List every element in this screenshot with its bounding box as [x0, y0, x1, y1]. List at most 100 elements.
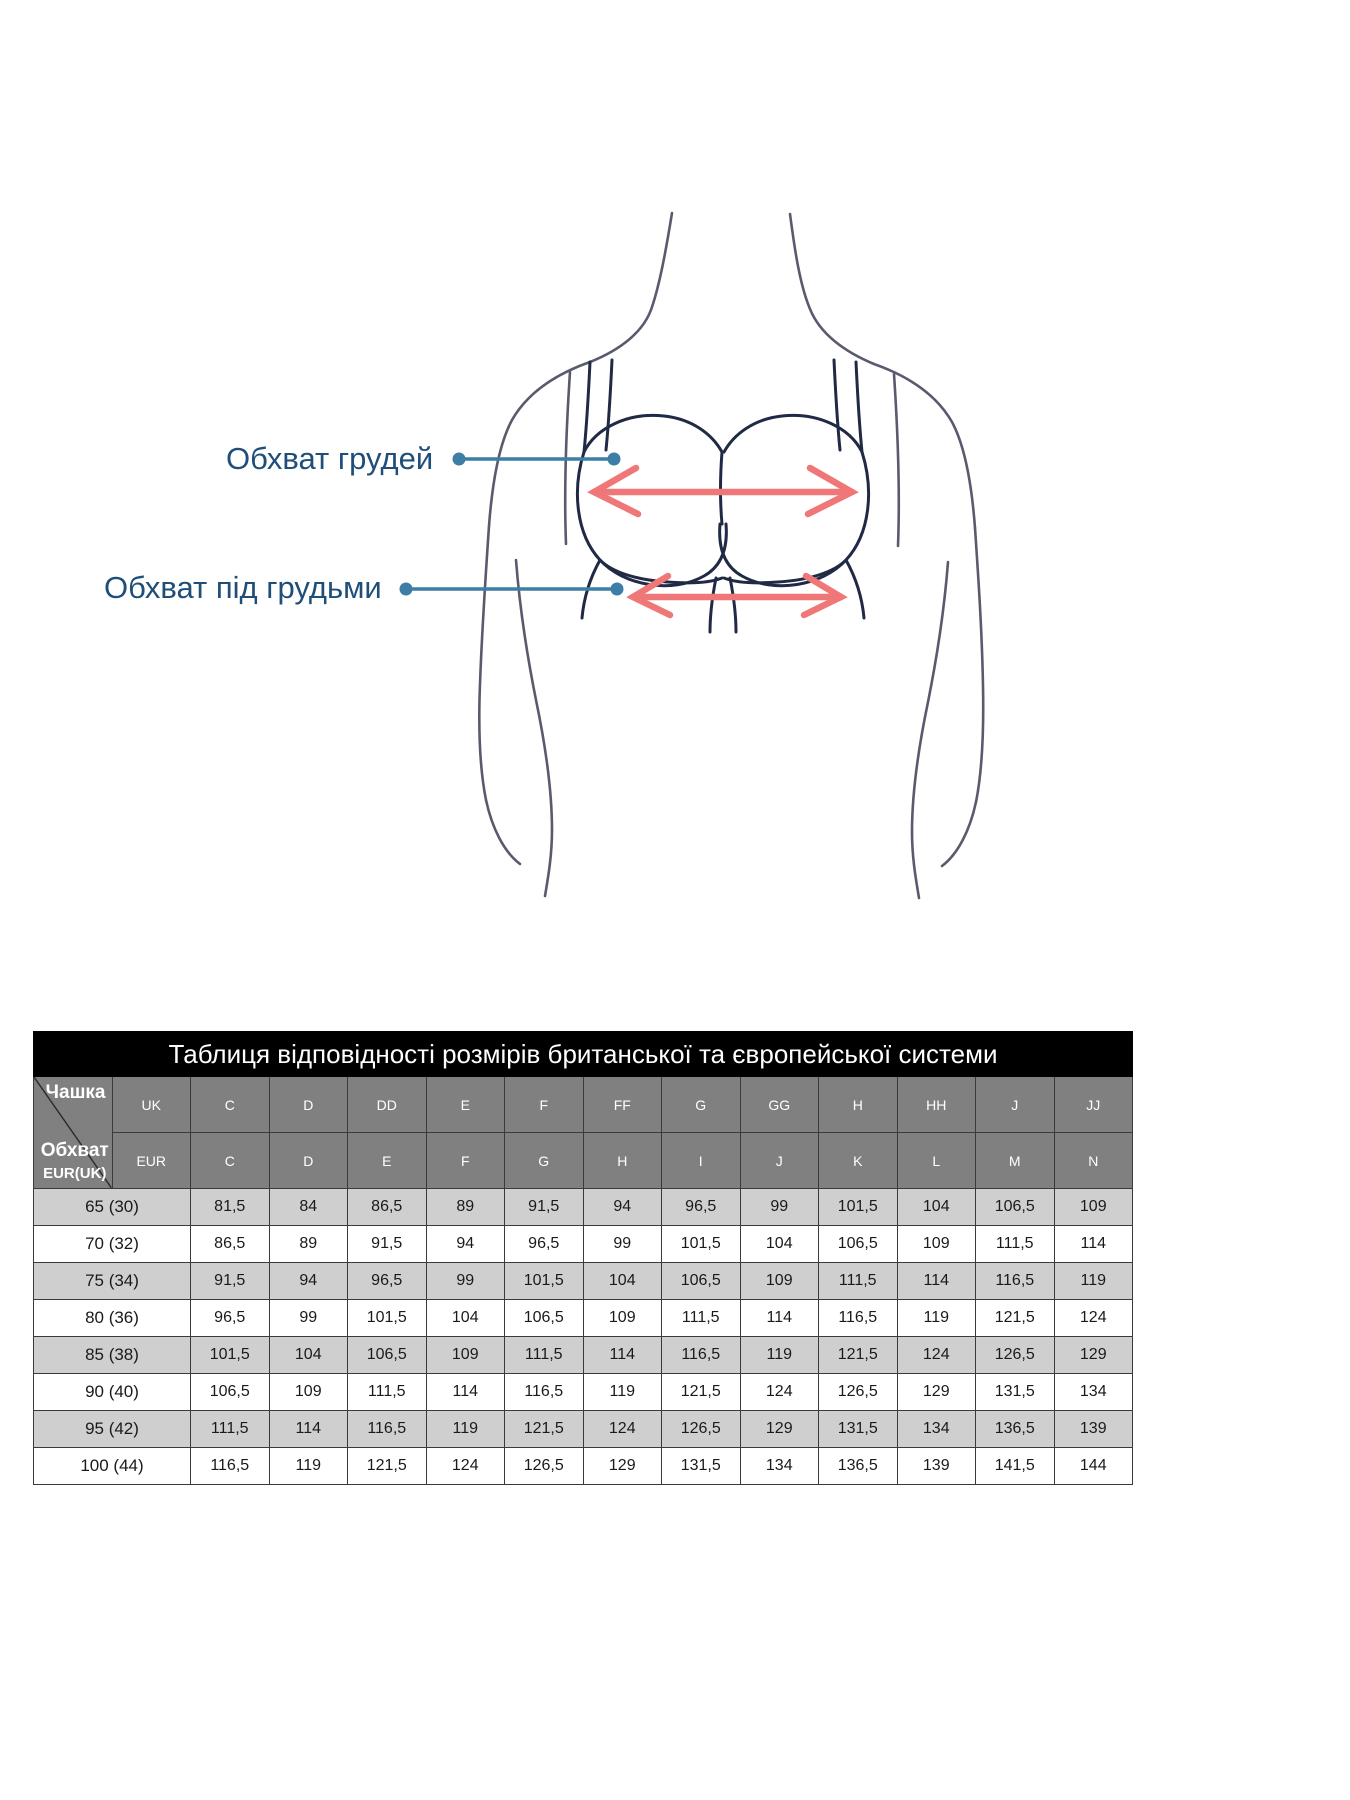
cell-r0-c4: 91,5 — [504, 1188, 584, 1226]
row-band-label: 95 (42) — [33, 1410, 191, 1448]
cell-r3-c11: 124 — [1053, 1299, 1133, 1337]
cell-r7-c2: 121,5 — [347, 1447, 427, 1485]
cell-r2-c2: 96,5 — [347, 1262, 427, 1300]
header-eur-cup-3: F — [425, 1132, 505, 1189]
cell-r4-c8: 121,5 — [818, 1336, 898, 1374]
cell-r7-c6: 131,5 — [661, 1447, 741, 1485]
cell-r0-c10: 106,5 — [975, 1188, 1055, 1226]
row-band-label: 90 (40) — [33, 1373, 191, 1411]
cell-r4-c9: 124 — [896, 1336, 976, 1374]
cell-r6-c0: 111,5 — [190, 1410, 270, 1448]
cell-r6-c5: 124 — [582, 1410, 662, 1448]
cell-r5-c8: 126,5 — [818, 1373, 898, 1411]
header-uk-cup-9: HH — [896, 1076, 976, 1133]
size-conversion-table: Таблиця відповідності розмірів британськ… — [33, 1031, 1133, 1485]
header-eur-cup-11: N — [1053, 1132, 1133, 1189]
header-eur-cup-7: J — [739, 1132, 819, 1189]
cell-r7-c9: 139 — [896, 1447, 976, 1485]
cell-r2-c8: 111,5 — [818, 1262, 898, 1300]
cell-r2-c4: 101,5 — [504, 1262, 584, 1300]
cell-r6-c1: 114 — [268, 1410, 348, 1448]
header-eur-cup-0: C — [190, 1132, 270, 1189]
cell-r1-c5: 99 — [582, 1225, 662, 1263]
cell-r1-c4: 96,5 — [504, 1225, 584, 1263]
header-row-uk: Чашка Обхват EUR(UK) UK C D DD E F FF G GG H HH J JJ — [33, 1076, 1133, 1189]
cell-r4-c2: 106,5 — [347, 1336, 427, 1374]
cell-r4-c6: 116,5 — [661, 1336, 741, 1374]
cell-r5-c1: 109 — [268, 1373, 348, 1411]
cell-r7-c8: 136,5 — [818, 1447, 898, 1485]
cell-r5-c3: 114 — [425, 1373, 505, 1411]
cell-r0-c5: 94 — [582, 1188, 662, 1226]
table-row: 65 (30) 81,5 84 86,5 89 91,5 94 96,5 99 101,5 104 1… — [33, 1188, 1133, 1226]
row-band-label: 80 (36) — [33, 1299, 191, 1337]
cell-r5-c10: 131,5 — [975, 1373, 1055, 1411]
cell-r1-c2: 91,5 — [347, 1225, 427, 1263]
cell-r6-c6: 126,5 — [661, 1410, 741, 1448]
cell-r2-c3: 99 — [425, 1262, 505, 1300]
cell-r4-c4: 111,5 — [504, 1336, 584, 1374]
leader-line-underbust — [399, 582, 624, 596]
header-uk-cup-11: JJ — [1053, 1076, 1133, 1133]
body-outline-icon — [477, 211, 985, 900]
header-uk-cup-3: E — [425, 1076, 505, 1133]
cell-r5-c7: 124 — [739, 1373, 819, 1411]
cell-r1-c0: 86,5 — [190, 1225, 270, 1263]
cell-r5-c5: 119 — [582, 1373, 662, 1411]
cell-r7-c5: 129 — [582, 1447, 662, 1485]
cell-r2-c10: 116,5 — [975, 1262, 1055, 1300]
header-system-uk: UK — [111, 1076, 191, 1133]
size-chart-container: Таблиця відповідності розмірів британськ… — [33, 1031, 1133, 1485]
cell-r7-c4: 126,5 — [504, 1447, 584, 1485]
header-uk-cup-6: G — [661, 1076, 741, 1133]
header-uk-cup-10: J — [975, 1076, 1055, 1133]
corner-header-cell: Чашка Обхват EUR(UK) — [33, 1076, 113, 1189]
cell-r5-c0: 106,5 — [190, 1373, 270, 1411]
header-uk-cup-4: F — [504, 1076, 584, 1133]
cell-r5-c9: 129 — [896, 1373, 976, 1411]
header-row-eur: EUR C D E F G H I J K L M N — [34, 1132, 1133, 1189]
cell-r0-c11: 109 — [1053, 1188, 1133, 1226]
header-eur-cup-5: H — [582, 1132, 662, 1189]
bust-measure-arrow-icon — [587, 464, 859, 518]
cell-r4-c3: 109 — [425, 1336, 505, 1374]
cell-r2-c7: 109 — [739, 1262, 819, 1300]
cell-r1-c8: 106,5 — [818, 1225, 898, 1263]
cell-r2-c1: 94 — [268, 1262, 348, 1300]
corner-band-label: Обхват EUR(UK) — [40, 1140, 109, 1182]
cell-r3-c10: 121,5 — [975, 1299, 1055, 1337]
header-eur-cup-8: K — [818, 1132, 898, 1189]
table-title: Таблиця відповідності розмірів британськ… — [33, 1031, 1133, 1077]
cell-r6-c8: 131,5 — [818, 1410, 898, 1448]
cell-r6-c11: 139 — [1053, 1410, 1133, 1448]
cell-r4-c10: 126,5 — [975, 1336, 1055, 1374]
header-uk-cup-8: H — [818, 1076, 898, 1133]
row-band-label: 65 (30) — [33, 1188, 191, 1226]
table-title-row: Таблиця відповідності розмірів британськ… — [33, 1031, 1133, 1077]
cell-r0-c0: 81,5 — [190, 1188, 270, 1226]
cell-r1-c7: 104 — [739, 1225, 819, 1263]
row-band-label: 100 (44) — [33, 1447, 191, 1485]
header-eur-cup-4: G — [504, 1132, 584, 1189]
cell-r3-c8: 116,5 — [818, 1299, 898, 1337]
cell-r7-c1: 119 — [268, 1447, 348, 1485]
label-underbust-circumference: Обхват під грудьми — [104, 570, 382, 605]
table-row: 85 (38) 101,5 104 106,5 109 111,5 114 116,5 119 1… — [33, 1336, 1133, 1374]
cell-r3-c0: 96,5 — [190, 1299, 270, 1337]
cell-r0-c9: 104 — [896, 1188, 976, 1226]
cell-r5-c2: 111,5 — [347, 1373, 427, 1411]
table-row: 80 (36) 96,5 99 101,5 104 106,5 109 111,5 114 116… — [33, 1299, 1133, 1337]
corner-cup-label: Чашка — [45, 1082, 106, 1103]
cell-r4-c0: 101,5 — [190, 1336, 270, 1374]
cell-r6-c7: 129 — [739, 1410, 819, 1448]
row-band-label: 70 (32) — [33, 1225, 191, 1263]
cell-r0-c3: 89 — [425, 1188, 505, 1226]
corner-diagonal-icon — [34, 1077, 112, 1188]
cell-r3-c3: 104 — [425, 1299, 505, 1337]
bra-outline-icon — [575, 358, 871, 634]
header-uk-cup-0: C — [190, 1076, 270, 1133]
header-uk-cup-7: GG — [739, 1076, 819, 1133]
cell-r7-c11: 144 — [1053, 1447, 1133, 1485]
cell-r0-c7: 99 — [739, 1188, 819, 1226]
cell-r7-c10: 141,5 — [975, 1447, 1055, 1485]
